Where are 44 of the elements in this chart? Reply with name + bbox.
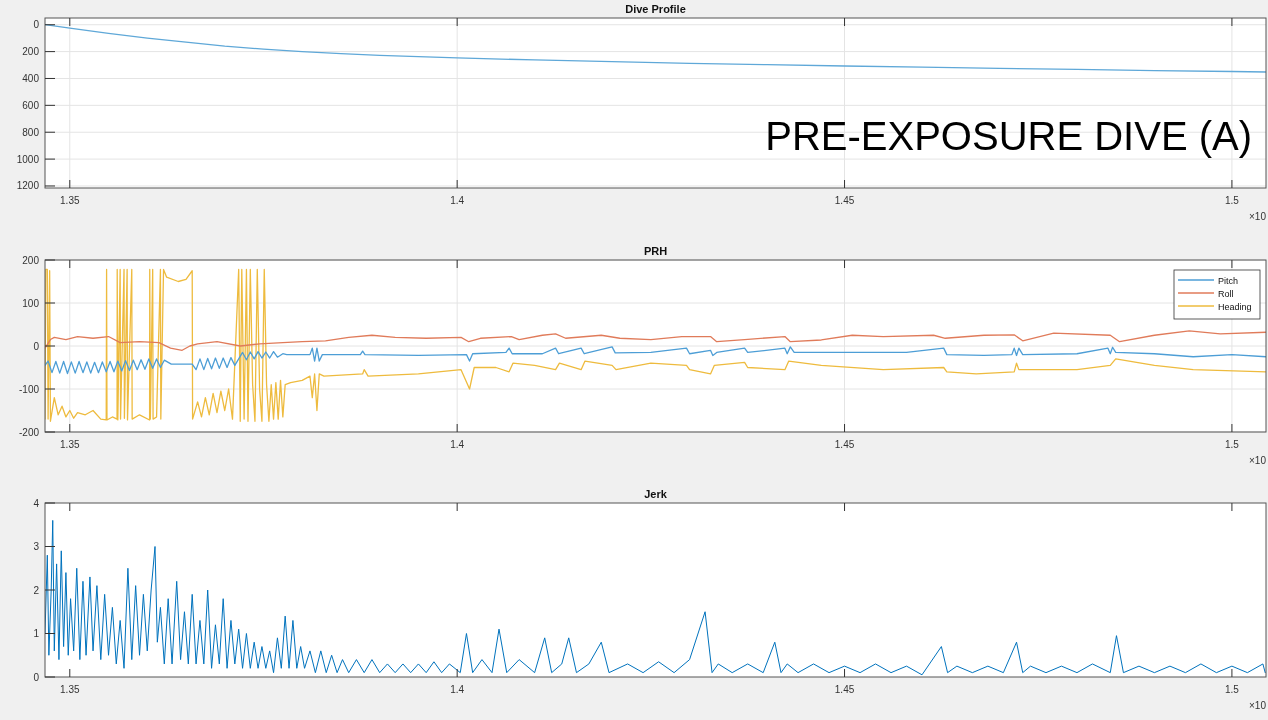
text: ×10 [1249, 700, 1267, 711]
legend-label: Roll [1218, 288, 1234, 299]
x-tick-label: 1.4 [450, 439, 465, 450]
legend-label: Heading [1218, 301, 1252, 312]
x-tick-label: 1.4 [450, 195, 465, 206]
y-tick-label: 1200 [16, 180, 40, 192]
x-tick-label: 1.5 [1224, 684, 1240, 695]
y-tick-label: 0 [33, 671, 40, 683]
x-tick-label: 1.35 [60, 195, 80, 206]
annotation: PRE-EXPOSURE DIVE (A) [765, 114, 1252, 158]
y-tick-label: 400 [22, 72, 40, 84]
y-tick-label: 1000 [16, 153, 40, 165]
x-tick-label: 1.45 [834, 195, 855, 206]
chart-title: PRH [643, 245, 668, 257]
y-tick-label: 3 [33, 541, 40, 552]
y-tick-label: -100 [18, 383, 40, 395]
text: ×10 [1249, 455, 1267, 466]
y-tick-label: 100 [22, 297, 40, 309]
y-tick-label: 4 [33, 497, 40, 509]
x-tick-label: 1.4 [450, 684, 465, 695]
y-tick-label: 2 [33, 584, 40, 596]
y-tick-label: 800 [22, 126, 40, 138]
x-tick-label: 1.5 [1224, 195, 1240, 206]
y-tick-label: 200 [22, 46, 40, 58]
legend-label: Pitch [1218, 275, 1239, 286]
y-tick-label: 0 [33, 340, 40, 352]
y-tick-label: 600 [22, 99, 40, 111]
line-series [45, 268, 1266, 422]
chart-title: Dive Profile [625, 3, 686, 15]
line-series [45, 519, 1266, 676]
y-tick-label: 1 [33, 628, 40, 639]
y-tick-label: 0 [33, 19, 40, 31]
x-tick-label: 1.45 [834, 439, 855, 450]
text: ×10 [1249, 211, 1267, 222]
x-tick-label: 1.35 [60, 439, 80, 450]
chart-title: Jerk [644, 488, 668, 500]
x-tick-label: 1.35 [60, 684, 80, 695]
line-series [45, 346, 1266, 375]
line-series [45, 24, 1266, 73]
y-tick-label: -200 [18, 426, 40, 438]
x-tick-label: 1.5 [1224, 439, 1240, 450]
x-tick-label: 1.45 [834, 684, 855, 695]
line-series [45, 330, 1266, 351]
y-tick-label: 200 [22, 254, 40, 266]
